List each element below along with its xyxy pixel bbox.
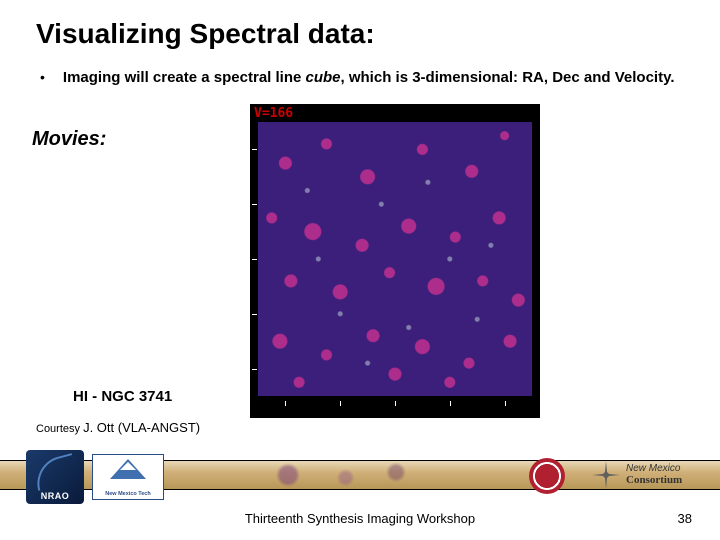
courtesy-small: Courtesy xyxy=(36,423,83,435)
nrao-logo-text: NRAO xyxy=(26,491,84,501)
cube-image-area xyxy=(258,122,532,396)
bullet-pre: Imaging will create a spectral line xyxy=(63,69,306,86)
page-number: 38 xyxy=(678,511,692,526)
hi-label: HI - NGC 3741 xyxy=(73,388,172,405)
bullet-item: • Imaging will create a spectral line cu… xyxy=(36,68,684,88)
cube-yticks xyxy=(252,122,258,396)
nmc-nm: New Mexico xyxy=(626,463,682,474)
nmt-logo-text: New Mexico Tech xyxy=(93,492,163,498)
cube-velocity-label: V=166 xyxy=(254,106,293,121)
bullet-marker: • xyxy=(40,68,45,88)
spectral-cube-figure: V=166 xyxy=(250,104,540,418)
nmt-logo: New Mexico Tech xyxy=(92,454,164,500)
cube-xticks xyxy=(258,398,532,406)
nmc-logo: New Mexico Consortium xyxy=(590,456,700,494)
bullet-em: cube xyxy=(306,69,341,86)
nmc-logo-text: New Mexico Consortium xyxy=(626,463,682,486)
nrao-logo: NRAO xyxy=(26,450,84,504)
nmc-cons: Consortium xyxy=(626,474,682,486)
slide-title: Visualizing Spectral data: xyxy=(36,18,684,50)
bullet-text: Imaging will create a spectral line cube… xyxy=(63,68,684,88)
courtesy-rest: J. Ott (VLA-ANGST) xyxy=(83,420,200,435)
nmc-burst-icon xyxy=(590,459,622,491)
university-seal-logo xyxy=(529,458,565,494)
cube-dots-layer xyxy=(258,122,532,396)
courtesy-line: Courtesy J. Ott (VLA-ANGST) xyxy=(36,420,200,435)
slide-container: Visualizing Spectral data: • Imaging wil… xyxy=(0,0,720,540)
nmt-mountain-icon xyxy=(110,459,146,479)
footer-text: Thirteenth Synthesis Imaging Workshop xyxy=(0,511,720,526)
bullet-post: , which is 3-dimensional: RA, Dec and Ve… xyxy=(341,69,675,86)
